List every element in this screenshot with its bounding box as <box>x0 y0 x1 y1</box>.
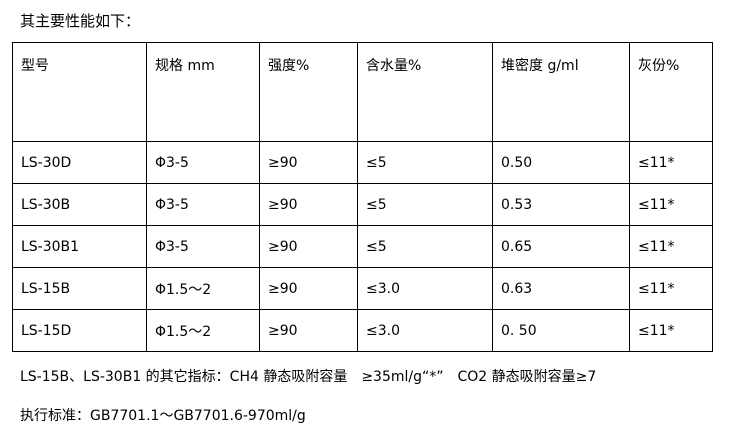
cell-model: LS-15B <box>12 267 147 310</box>
cell-spec: Φ3-5 <box>146 225 260 268</box>
cell-strength: ≥90 <box>259 267 358 310</box>
header-bulk-density: 堆密度 g/ml <box>492 42 630 142</box>
table-row: LS-15D Φ1.5～2 ≥90 ≤3.0 0. 50 ≤11* <box>12 309 713 352</box>
cell-ash: ≤11* <box>629 309 713 352</box>
cell-spec: Φ3-5 <box>146 183 260 226</box>
table-row: LS-15B Φ1.5～2 ≥90 ≤3.0 0.63 ≤11* <box>12 267 713 310</box>
cell-model: LS-15D <box>12 309 147 352</box>
cell-bulk-density: 0.53 <box>492 183 630 226</box>
header-model: 型号 <box>12 42 147 142</box>
cell-strength: ≥90 <box>259 183 358 226</box>
header-moisture: 含水量% <box>357 42 493 142</box>
cell-bulk-density: 0.50 <box>492 141 630 184</box>
table-row: LS-30D Φ3-5 ≥90 ≤5 0.50 ≤11* <box>12 141 713 184</box>
cell-spec: Φ1.5～2 <box>146 267 260 310</box>
cell-moisture: ≤5 <box>357 141 493 184</box>
table-row: LS-30B Φ3-5 ≥90 ≤5 0.53 ≤11* <box>12 183 713 226</box>
cell-ash: ≤11* <box>629 267 713 310</box>
header-ash: 灰份% <box>629 42 713 142</box>
cell-moisture: ≤3.0 <box>357 309 493 352</box>
cell-bulk-density: 0. 50 <box>492 309 630 352</box>
cell-model: LS-30D <box>12 141 147 184</box>
cell-strength: ≥90 <box>259 225 358 268</box>
cell-model: LS-30B <box>12 183 147 226</box>
cell-ash: ≤11* <box>629 141 713 184</box>
other-indicators-note: LS-15B、LS-30B1 的其它指标：CH4 静态吸附容量 ≥35ml/g“… <box>20 369 597 385</box>
cell-bulk-density: 0.65 <box>492 225 630 268</box>
cell-moisture: ≤3.0 <box>357 267 493 310</box>
cell-model: LS-30B1 <box>12 225 147 268</box>
cell-moisture: ≤5 <box>357 225 493 268</box>
cell-spec: Φ3-5 <box>146 141 260 184</box>
header-spec: 规格 mm <box>146 42 260 142</box>
cell-ash: ≤11* <box>629 183 713 226</box>
performance-table: 型号 规格 mm 强度% 含水量% 堆密度 g/ml 灰份% LS-30D Φ3… <box>12 42 713 352</box>
table-header-row: 型号 规格 mm 强度% 含水量% 堆密度 g/ml 灰份% <box>12 42 713 142</box>
cell-strength: ≥90 <box>259 309 358 352</box>
cell-bulk-density: 0.63 <box>492 267 630 310</box>
cell-ash: ≤11* <box>629 225 713 268</box>
standard-note: 执行标准：GB7701.1～GB7701.6-970ml/g <box>20 408 306 424</box>
cell-moisture: ≤5 <box>357 183 493 226</box>
cell-spec: Φ1.5～2 <box>146 309 260 352</box>
intro-text: 其主要性能如下： <box>20 12 141 30</box>
header-strength: 强度% <box>259 42 358 142</box>
table-row: LS-30B1 Φ3-5 ≥90 ≤5 0.65 ≤11* <box>12 225 713 268</box>
cell-strength: ≥90 <box>259 141 358 184</box>
